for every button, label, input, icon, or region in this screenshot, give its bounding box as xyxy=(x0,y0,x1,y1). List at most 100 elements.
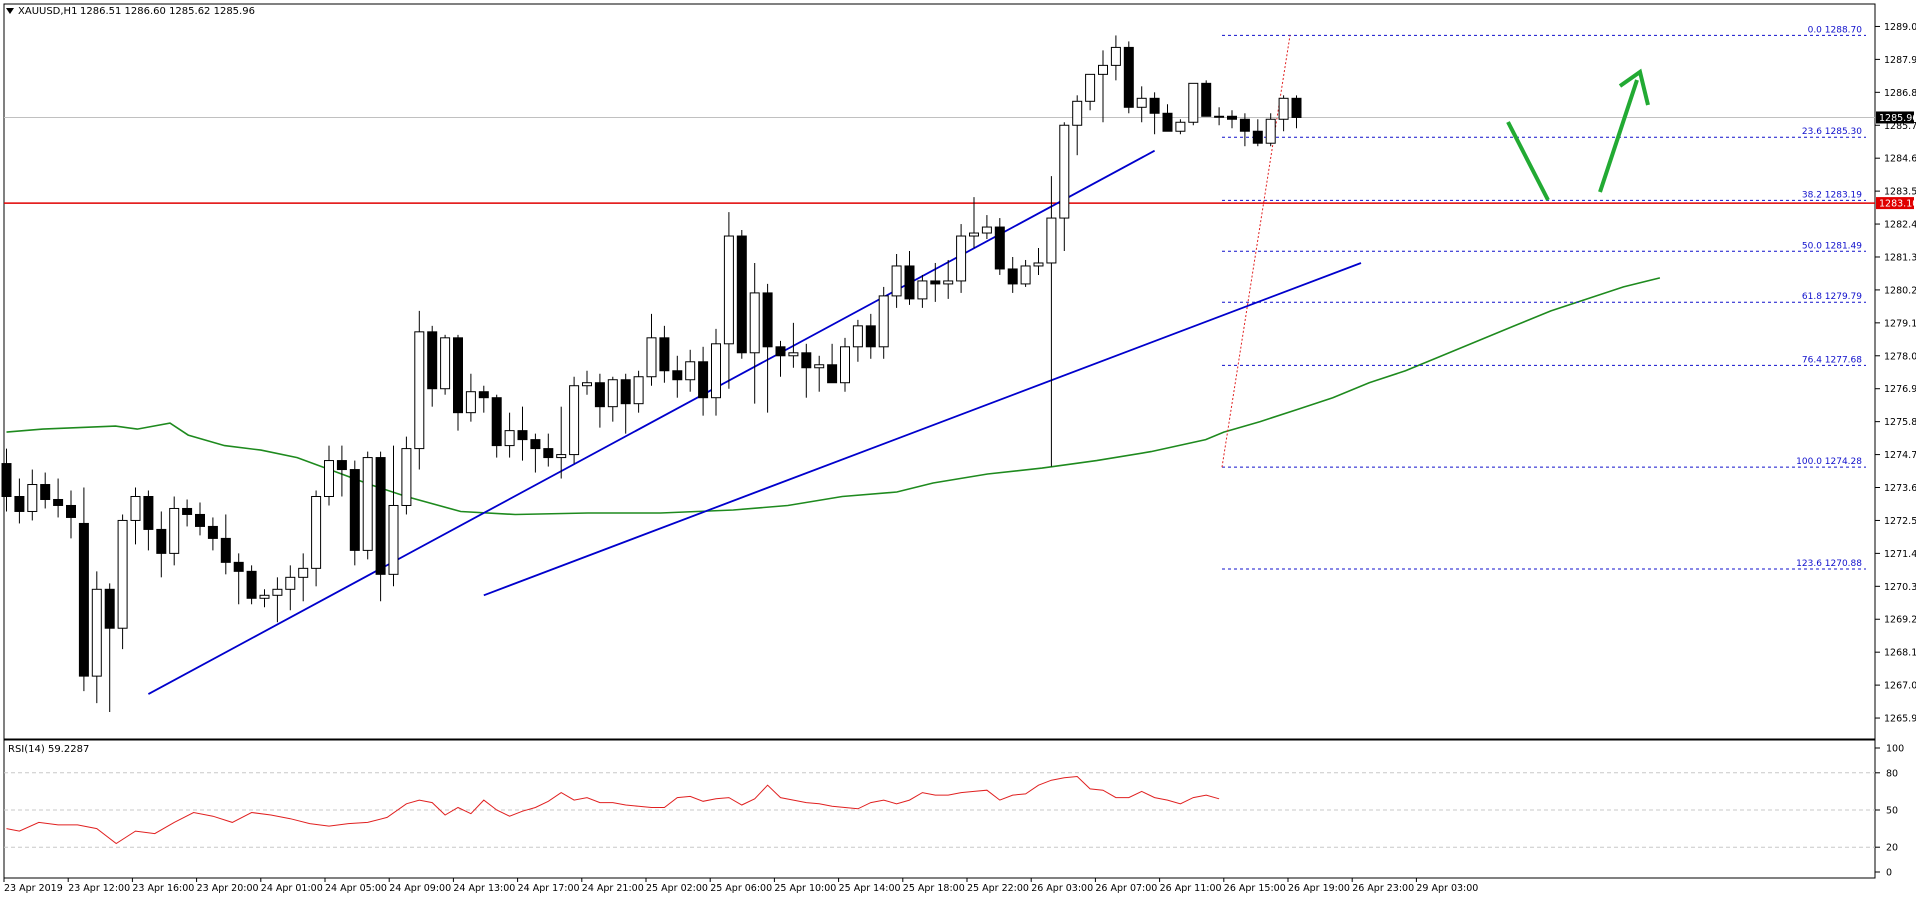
rsi-tick-label: 100 xyxy=(1886,744,1904,755)
candle xyxy=(1123,41,1134,114)
candle-body-up xyxy=(607,379,618,408)
collapse-triangle-icon[interactable] xyxy=(6,8,14,14)
fib-level-label: 61.8 1279.79 xyxy=(1802,292,1862,302)
candle xyxy=(620,373,631,434)
candle xyxy=(607,376,618,422)
candle xyxy=(1252,119,1263,147)
candle xyxy=(1214,107,1225,126)
candle-body-down xyxy=(517,430,528,441)
candle-body-up xyxy=(1278,97,1289,120)
candle-body-down xyxy=(620,379,631,405)
candle xyxy=(917,274,928,308)
candle xyxy=(53,478,64,518)
trendline[interactable] xyxy=(483,262,1362,597)
candle-body-up xyxy=(1072,100,1083,126)
candle-body-up xyxy=(401,448,412,506)
candle xyxy=(169,496,180,566)
candle-body-up xyxy=(1020,265,1031,285)
candle-body-down xyxy=(246,570,257,599)
candle-body-up xyxy=(1033,262,1044,267)
candle xyxy=(556,406,567,479)
candle xyxy=(1020,259,1031,287)
candle-body-up xyxy=(840,346,850,384)
y-tick-label: 1267.00 xyxy=(1884,681,1916,692)
forecast-up-line xyxy=(1598,79,1639,193)
candle-body-down xyxy=(143,495,154,530)
candle xyxy=(246,565,257,605)
candle-body-down xyxy=(930,280,941,285)
candle xyxy=(285,565,296,611)
candle xyxy=(1291,95,1302,129)
candle-body-up xyxy=(465,391,476,414)
candle-body-down xyxy=(1,463,12,497)
candle xyxy=(827,343,838,384)
trendline[interactable] xyxy=(147,149,1156,695)
x-tick-label: 25 Apr 06:00 xyxy=(710,883,772,894)
candle-body-up xyxy=(1265,118,1276,144)
rsi-tick-label: 0 xyxy=(1886,868,1892,879)
candle-body-up xyxy=(414,331,425,450)
rsi-line xyxy=(6,775,1220,845)
candle xyxy=(788,322,799,368)
candle-body-up xyxy=(504,430,515,447)
fib-level-label: 76.4 1277.68 xyxy=(1802,355,1862,365)
candle xyxy=(1162,104,1173,132)
candle-body-up xyxy=(1085,73,1096,102)
candle-body-up xyxy=(1098,64,1108,75)
candle xyxy=(311,490,322,587)
x-tick-label: 24 Apr 09:00 xyxy=(389,883,451,894)
candle xyxy=(220,514,231,575)
candle-body-up xyxy=(311,495,322,569)
y-tick-label: 1286.80 xyxy=(1884,88,1916,99)
candle-body-up xyxy=(569,385,580,456)
candle xyxy=(233,553,244,605)
main-plot-frame xyxy=(3,3,1876,740)
candle xyxy=(685,349,696,392)
x-tick-label: 25 Apr 02:00 xyxy=(646,883,708,894)
candle-body-down xyxy=(865,325,876,348)
candle xyxy=(723,212,734,389)
candle-body-up xyxy=(1059,124,1070,219)
candle-body-down xyxy=(1227,115,1237,120)
x-tick-label: 26 Apr 07:00 xyxy=(1095,883,1157,894)
y-tick-label: 1275.80 xyxy=(1884,417,1916,428)
candle xyxy=(594,373,605,428)
y-tick-label: 1289.00 xyxy=(1884,22,1916,33)
candle-body-up xyxy=(917,280,928,300)
x-tick-label: 24 Apr 01:00 xyxy=(261,883,323,894)
candle xyxy=(891,253,902,308)
y-tick-label: 1265.90 xyxy=(1884,714,1916,725)
candle xyxy=(840,337,850,392)
candle-body-up xyxy=(1110,46,1121,66)
candle xyxy=(852,319,863,362)
candle xyxy=(633,370,644,413)
x-tick-label: 26 Apr 23:00 xyxy=(1352,883,1414,894)
y-tick-label: 1268.10 xyxy=(1884,648,1916,659)
candle-body-down xyxy=(1123,46,1134,108)
y-tick-label: 1282.40 xyxy=(1884,220,1916,231)
candle-body-down xyxy=(594,382,605,408)
candle-body-down xyxy=(375,457,386,575)
candle-body-up xyxy=(646,337,657,378)
candle xyxy=(104,583,115,713)
candle xyxy=(427,325,438,407)
candle-body-up xyxy=(723,235,734,345)
candle xyxy=(1110,35,1121,81)
candle xyxy=(698,346,709,416)
candle-body-up xyxy=(117,519,128,629)
candle xyxy=(801,343,812,398)
candle-body-down xyxy=(1007,268,1018,285)
y-tick-label: 1269.20 xyxy=(1884,615,1916,626)
y-tick-label: 1280.20 xyxy=(1884,285,1916,296)
candle-body-down xyxy=(801,352,812,369)
candle-body-down xyxy=(40,484,51,500)
candle xyxy=(1175,119,1186,135)
candle-body-up xyxy=(169,507,180,554)
arrow-head-icon xyxy=(1618,68,1650,106)
candle-body-down xyxy=(827,364,838,384)
candle-body-down xyxy=(104,588,115,629)
candle xyxy=(324,445,334,506)
y-tick-label: 1276.90 xyxy=(1884,384,1916,395)
